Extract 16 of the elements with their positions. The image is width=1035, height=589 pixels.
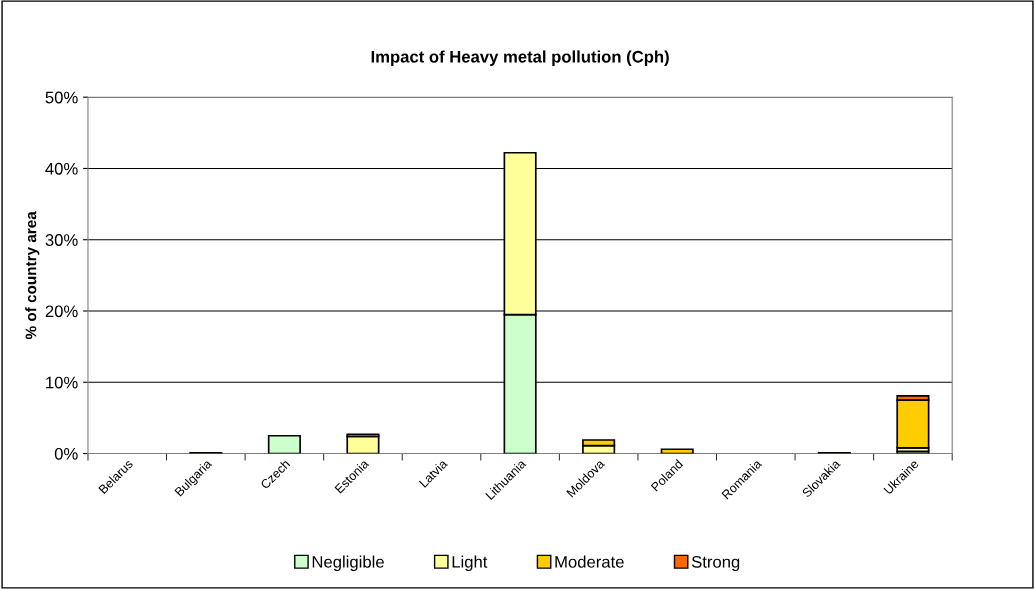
bar	[660, 448, 694, 454]
y-tick-label: 40%	[45, 162, 78, 175]
legend-label: Moderate	[555, 555, 624, 568]
y-axis-title: % of country area	[25, 211, 40, 340]
bar	[896, 399, 930, 449]
y-tick-label: 0%	[54, 447, 78, 460]
legend-label: Strong	[691, 555, 740, 572]
legend-label: Negligible	[312, 555, 384, 572]
bar	[346, 435, 380, 454]
y-tick-label: 50%	[45, 91, 78, 104]
y-tick-label: 30%	[45, 234, 78, 246]
y-tick-label: 10%	[46, 376, 78, 389]
chart-title: Impact of Heavy metal pollution (Cph)	[371, 50, 669, 66]
bar	[267, 434, 301, 454]
legend-label: Light	[452, 555, 488, 572]
y-tick-label: 20%	[45, 305, 78, 318]
